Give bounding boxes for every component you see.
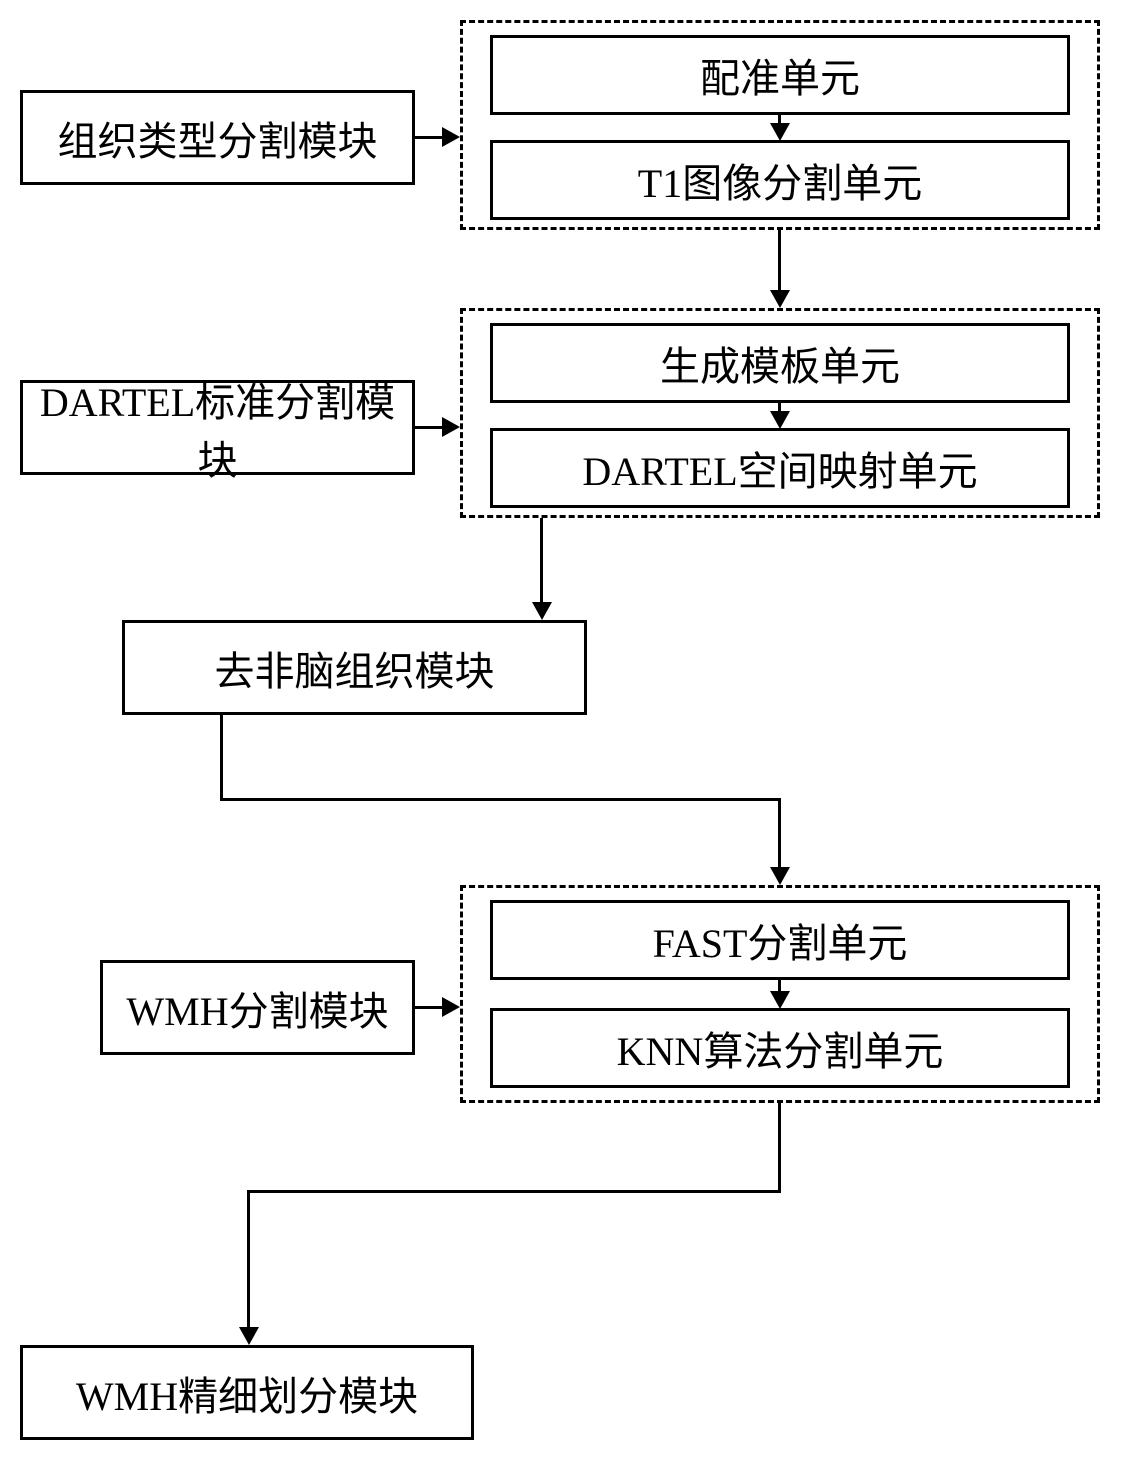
unit-label: 配准单元 [700, 46, 860, 104]
arrow-line [220, 798, 780, 801]
unit-label: FAST分割单元 [653, 911, 908, 969]
unit-dartel-mapping: DARTEL空间映射单元 [490, 428, 1070, 508]
arrowhead [442, 127, 460, 147]
unit-t1-segmentation: T1图像分割单元 [490, 140, 1070, 220]
arrow-line [247, 1190, 781, 1193]
arrowhead [770, 123, 790, 141]
module-label: WMH分割模块 [126, 979, 388, 1037]
unit-label: 生成模板单元 [660, 334, 900, 392]
arrowhead [442, 997, 460, 1017]
module-tissue-segmentation: 组织类型分割模块 [20, 90, 415, 185]
arrow-line [778, 1103, 781, 1193]
module-wmh-segmentation: WMH分割模块 [100, 960, 415, 1055]
unit-registration: 配准单元 [490, 35, 1070, 115]
unit-knn-segmentation: KNN算法分割单元 [490, 1008, 1070, 1088]
module-label: 组织类型分割模块 [58, 109, 378, 167]
arrow-line [778, 230, 781, 290]
arrowhead [442, 417, 460, 437]
arrowhead [239, 1327, 259, 1345]
arrow-line [415, 1006, 445, 1009]
module-remove-nonbrain: 去非脑组织模块 [122, 620, 587, 715]
module-label: WMH精细划分模块 [76, 1364, 418, 1422]
arrowhead [532, 602, 552, 620]
arrow-line [540, 518, 543, 603]
unit-fast-segmentation: FAST分割单元 [490, 900, 1070, 980]
arrowhead [770, 290, 790, 308]
arrowhead [770, 867, 790, 885]
arrow-line [778, 798, 781, 868]
arrow-line [415, 136, 445, 139]
arrowhead [770, 991, 790, 1009]
unit-label: KNN算法分割单元 [617, 1019, 944, 1077]
module-wmh-refinement: WMH精细划分模块 [20, 1345, 474, 1440]
arrowhead [770, 411, 790, 429]
arrow-line [247, 1190, 250, 1328]
unit-template-generation: 生成模板单元 [490, 323, 1070, 403]
arrow-line [415, 426, 445, 429]
unit-label: T1图像分割单元 [638, 151, 922, 209]
arrow-line [220, 715, 223, 800]
module-label: DARTEL标准分割模块 [23, 370, 412, 486]
unit-label: DARTEL空间映射单元 [582, 439, 977, 497]
module-label: 去非脑组织模块 [215, 639, 495, 697]
module-dartel-segmentation: DARTEL标准分割模块 [20, 380, 415, 475]
